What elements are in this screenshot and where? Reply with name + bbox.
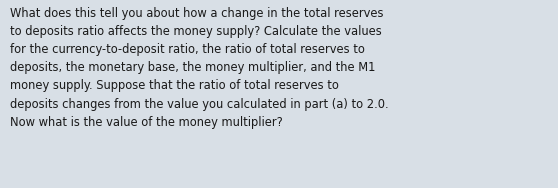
Text: What does this tell you about how a change in the total reserves
to deposits rat: What does this tell you about how a chan…	[10, 7, 389, 129]
